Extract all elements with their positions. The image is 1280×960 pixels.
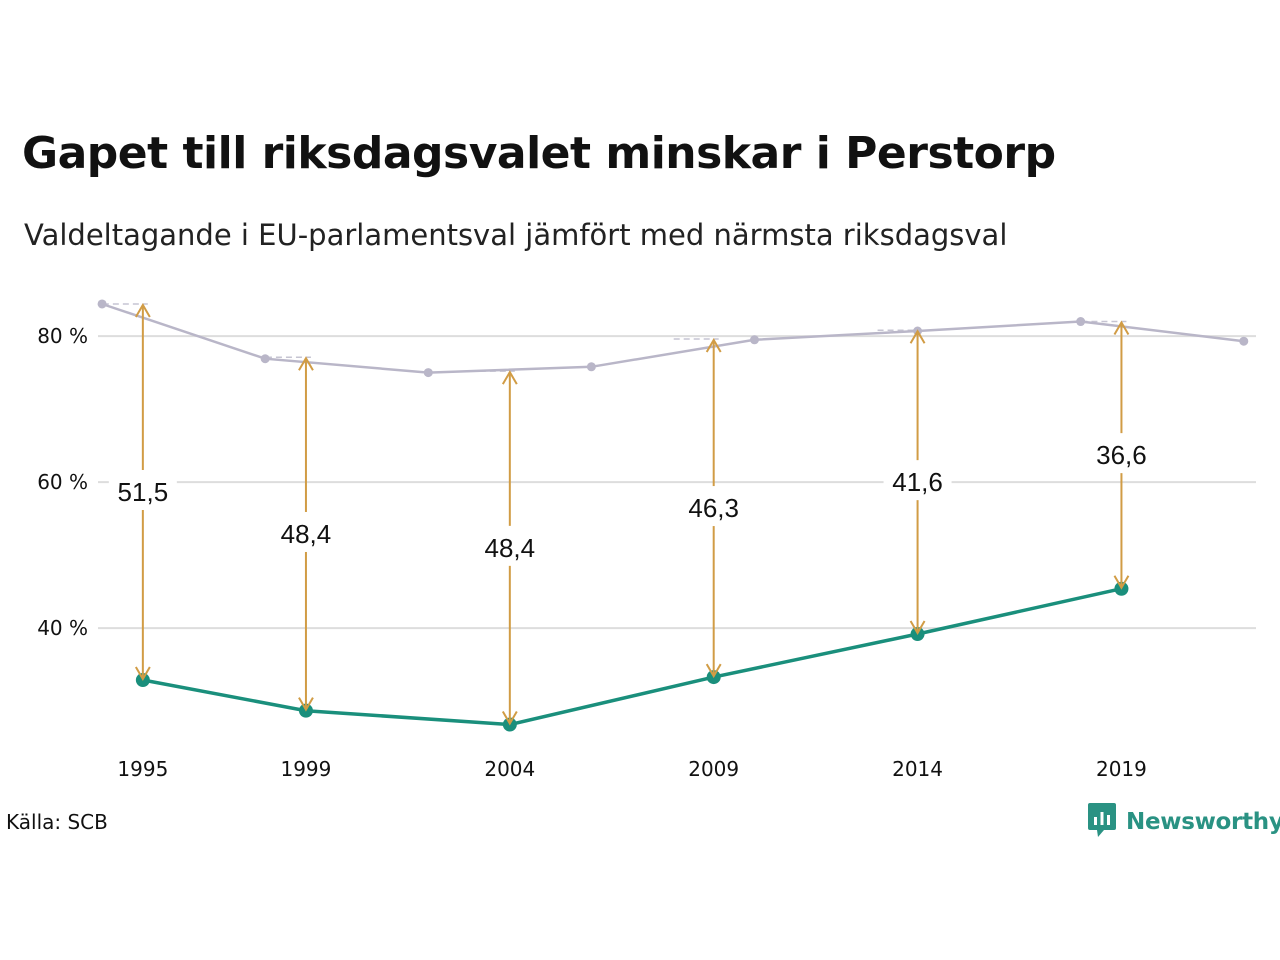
gap-arrow: 41,6: [877, 329, 952, 636]
riksdag-point: [586, 362, 596, 372]
gap-label: 41,6: [892, 467, 943, 497]
gap-arrow: 51,5: [102, 302, 177, 682]
eu-series: [135, 581, 1129, 732]
riksdag-line: [101, 302, 1244, 374]
gap-annotations: 51,5 48,4 48,4 46,3 41,6 36,6: [102, 302, 1156, 726]
chart-subtitle: Valdeltagande i EU-parlamentsval jämfört…: [24, 218, 1008, 252]
gap-arrowhead-up: [1113, 320, 1130, 336]
x-tick-label: 2014: [892, 757, 943, 781]
gap-arrowhead-up: [909, 329, 926, 344]
y-axis-ticks: 40 % 60 % 80 %: [37, 324, 88, 640]
gap-arrow: 36,6: [1081, 320, 1156, 590]
x-tick-label: 2009: [688, 757, 739, 781]
brand-logo[interactable]: Newsworthy: [1088, 803, 1280, 841]
gap-label: 51,5: [118, 477, 169, 507]
gap-arrowhead-up: [705, 338, 722, 353]
gap-arrowhead-down: [134, 666, 151, 682]
gap-label-bg: [883, 460, 952, 501]
gap-arrowhead-up: [501, 370, 518, 385]
riksdag-point: [423, 368, 433, 378]
gap-arrowhead-down: [1113, 575, 1130, 590]
riksdag-point: [1239, 336, 1249, 346]
gap-arrow: 48,4: [469, 370, 544, 726]
brand-name: Newsworthy: [1126, 809, 1280, 835]
gap-label-bg: [475, 525, 544, 566]
gap-label-bg: [271, 511, 340, 552]
x-tick-label: 1995: [117, 757, 168, 781]
riksdag-series: [97, 299, 1249, 378]
gap-label: 48,4: [281, 519, 332, 549]
gap-label: 48,4: [485, 533, 536, 563]
riksdag-point: [97, 299, 107, 309]
x-axis-ticks: 1995 1999 2004 2009 2014 2019: [117, 757, 1146, 781]
x-tick-label: 2019: [1096, 757, 1147, 781]
gap-label: 36,6: [1096, 440, 1147, 470]
gap-label-bg: [108, 470, 177, 510]
eu-line: [142, 586, 1122, 727]
source-note: Källa: SCB: [6, 810, 108, 834]
gap-arrowhead-down: [909, 620, 926, 636]
riksdag-point: [260, 354, 270, 364]
gap-arrow: 46,3: [673, 338, 748, 679]
gap-label-bg: [1087, 433, 1156, 474]
riksdag-point: [1076, 317, 1086, 327]
chart-title: Gapet till riksdagsvalet minskar i Perst…: [22, 128, 1056, 179]
x-tick-label: 2004: [484, 757, 535, 781]
riksdag-point: [749, 335, 759, 345]
y-tick-label: 80 %: [37, 324, 88, 348]
gap-label: 46,3: [688, 493, 739, 523]
gap-arrow: 48,4: [265, 356, 340, 712]
chart-bubble-icon: [1088, 803, 1116, 841]
gap-arrowhead-down: [298, 697, 314, 712]
x-tick-label: 1999: [280, 757, 331, 781]
gap-label-bg: [679, 486, 748, 527]
gap-arrowhead-down: [501, 711, 518, 726]
y-tick-label: 40 %: [37, 616, 88, 640]
gridlines: [98, 335, 1256, 630]
gap-arrowhead-down: [705, 663, 722, 679]
gap-arrowhead-up: [134, 302, 151, 318]
y-tick-label: 60 %: [37, 470, 88, 494]
gap-arrowhead-up: [298, 356, 314, 371]
